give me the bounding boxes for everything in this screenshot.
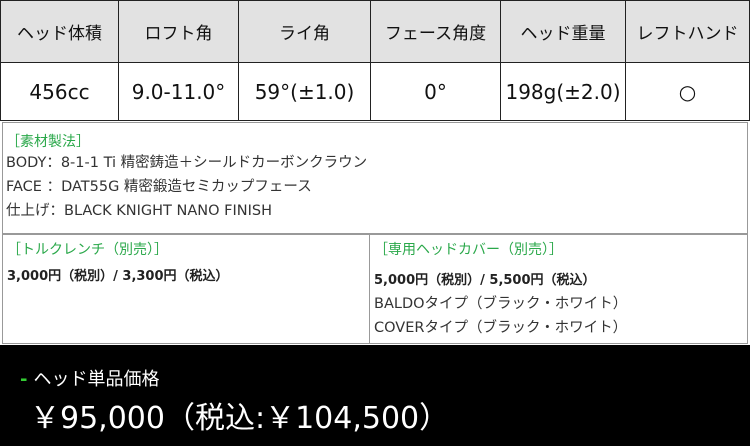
spec-header-row: ヘッド体積 ロフト角 ライ角 フェース角度 ヘッド重量 レフトハンド	[0, 0, 750, 63]
torque-wrench-price: 3,000円（税別）/ 3,300円（税込）	[7, 269, 229, 284]
materials-body: BODY：8-1-1 Ti 精密鋳造＋シールドカーボンクラウン	[6, 155, 368, 171]
price-label-text: ヘッド単品価格	[33, 369, 160, 390]
header-loft: ロフト角	[118, 0, 239, 63]
header-face-angle: フェース角度	[370, 0, 501, 63]
torque-wrench-title: ［トルクレンチ（別売）］	[7, 242, 168, 258]
head-cover-type-baldo: BALDOタイプ（ブラック・ホワイト）	[374, 296, 628, 312]
value-loft: 9.0-11.0°	[118, 62, 239, 121]
header-left-hand: レフトハンド	[625, 0, 750, 63]
head-cover-section: ［専用ヘッドカバー（別売）］ 5,000円（税別）/ 5,500円（税込） BA…	[369, 234, 748, 344]
value-left-hand: ○	[625, 62, 750, 121]
spec-value-row: 456cc 9.0-11.0° 59°(±1.0) 0° 198g(±2.0) …	[0, 62, 750, 121]
price-label: - ヘッド単品価格	[20, 365, 159, 391]
head-price: ￥95,000（税込:￥104,500）	[30, 401, 450, 436]
dash-icon: -	[20, 369, 28, 390]
value-head-weight: 198g(±2.0)	[500, 62, 626, 121]
head-cover-type-cover: COVERタイプ（ブラック・ホワイト）	[374, 320, 628, 336]
header-head-weight: ヘッド重量	[500, 0, 626, 63]
value-head-volume: 456cc	[0, 62, 119, 121]
price-footer: - ヘッド単品価格 ￥95,000（税込:￥104,500）	[0, 345, 750, 446]
torque-wrench-section: ［トルクレンチ（別売）］ 3,000円（税別）/ 3,300円（税込）	[2, 234, 370, 344]
materials-section: ［素材製法］ BODY：8-1-1 Ti 精密鋳造＋シールドカーボンクラウン F…	[2, 122, 748, 234]
spec-table: ヘッド体積 ロフト角 ライ角 フェース角度 ヘッド重量 レフトハンド 456cc…	[0, 0, 750, 121]
value-lie: 59°(±1.0)	[238, 62, 371, 121]
header-head-volume: ヘッド体積	[0, 0, 119, 63]
materials-face: FACE ：DAT55G 精密鍛造セミカップフェース	[6, 179, 312, 195]
head-cover-price: 5,000円（税別）/ 5,500円（税込）	[374, 273, 596, 288]
materials-finish: 仕上げ：BLACK KNIGHT NANO FINISH	[6, 203, 272, 219]
head-cover-title: ［専用ヘッドカバー（別売）］	[374, 242, 563, 258]
materials-title: ［素材製法］	[6, 134, 90, 150]
header-lie: ライ角	[238, 0, 371, 63]
value-face-angle: 0°	[370, 62, 501, 121]
